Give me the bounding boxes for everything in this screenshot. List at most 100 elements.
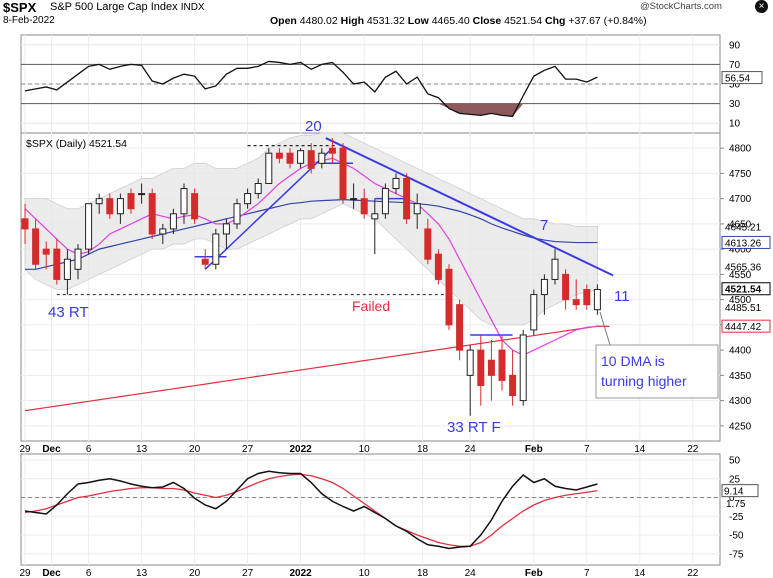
date-tick-label: Feb [525, 444, 543, 455]
macd-tick-label: 50 [729, 456, 741, 467]
macd-tick-label: -75 [729, 549, 744, 560]
label-11: 11 [614, 288, 630, 305]
candle-body [148, 193, 156, 235]
candle-body [53, 248, 61, 280]
candle-body [297, 150, 305, 164]
label-43rt: 43 RT [48, 304, 89, 321]
candle-body [487, 359, 495, 376]
candle-body [477, 349, 485, 386]
ohlc-readout: Open 4480.02 High 4531.32 Low 4465.40 Cl… [270, 15, 647, 27]
candle-body [116, 198, 124, 215]
date-tick-label: 18 [417, 444, 429, 455]
candle-body [424, 228, 432, 260]
macd-tick-label: 25 [729, 474, 741, 485]
rsi-line [24, 60, 598, 118]
candle-body [318, 152, 326, 164]
macd-value-label: 9.14 [724, 487, 744, 498]
price-tick-label: 4600 [729, 245, 752, 256]
date-tick-label: 29 [19, 444, 31, 455]
price-tick-label: 4550 [729, 270, 752, 281]
candlesticks [21, 138, 601, 416]
high-value: 4531.32 [366, 15, 405, 27]
index-name-text: S&P 500 Large Cap Index [50, 1, 178, 13]
candle-body [275, 152, 283, 159]
candle-body [244, 193, 252, 205]
date-tick-label: 10 [359, 568, 371, 578]
label-33rtf: 33 RT F [447, 419, 501, 436]
date-tick-label: 27 [242, 568, 254, 578]
candle-body [138, 193, 146, 196]
date-tick-label: 27 [242, 444, 254, 455]
date-tick-label: 20 [189, 444, 201, 455]
price-tick-label: 4350 [729, 371, 752, 382]
candle-body [328, 147, 336, 154]
candle-body [445, 268, 453, 326]
candle-body [63, 258, 71, 280]
callout-line-1: 10 DMA is [601, 353, 665, 369]
candle-body [233, 203, 241, 225]
candle-body [42, 248, 50, 255]
candle-body [180, 188, 188, 215]
price-value-box [721, 319, 771, 333]
candle-body [127, 193, 135, 210]
candle-body [254, 182, 262, 195]
rsi-tick-label: 50 [729, 80, 741, 91]
callout-box [595, 344, 719, 399]
date-tick-label: 14 [634, 444, 646, 455]
date-tick-label: Feb [525, 568, 543, 578]
chart-header: $SPX S&P 500 Large Cap Index INDX 8-Feb-… [0, 0, 773, 30]
label-failed: Failed [352, 298, 390, 314]
date-tick-label: 29 [19, 568, 31, 578]
price-value-label: 4645.21 [725, 222, 762, 233]
candle-body [593, 289, 601, 311]
macd-signal-value-label: 1.75 [726, 499, 746, 510]
price-value-label: 4565.36 [725, 263, 762, 274]
chg-label: Chg [545, 15, 566, 27]
callout-pointer [599, 311, 611, 346]
candle-body [562, 273, 570, 301]
date-tick-label: 18 [417, 568, 429, 578]
macd-value-box [721, 484, 759, 498]
macd-tick-label: -25 [729, 512, 744, 523]
rsi-indicator: 90 70 50 30 10 56.54 [21, 40, 763, 130]
candle-body [413, 203, 421, 215]
candle-body [32, 228, 40, 265]
price-tick-label: 4300 [729, 396, 752, 407]
candle-body [265, 152, 273, 184]
candle-body [21, 218, 29, 230]
symbol: $SPX [3, 0, 37, 15]
candle-body [530, 294, 538, 331]
rsi-tick-label: 70 [729, 60, 741, 71]
candle-body [85, 203, 93, 250]
date-tick-label: 22 [687, 444, 699, 455]
close-label: Close [472, 15, 502, 27]
ma-200-line [24, 325, 610, 412]
candle-body [286, 152, 294, 164]
close-value: 4521.54 [504, 15, 543, 27]
close-icon[interactable]: × [755, 0, 768, 13]
price-value-box [721, 282, 771, 296]
rsi-tick-label: 90 [729, 40, 741, 51]
candle-body [95, 198, 103, 205]
copyright: @StockCharts.com [640, 1, 722, 12]
date-tick-label: 7 [584, 444, 590, 455]
date-tick-label: 2022 [289, 444, 312, 455]
date-tick-label: 2022 [289, 568, 312, 578]
macd-signal-line [24, 473, 598, 547]
macd-tick-label: -50 [729, 531, 744, 542]
date-tick-label: 13 [136, 444, 148, 455]
candle-body [456, 304, 464, 351]
axes: 4250430043504400445045004550460046504700… [19, 144, 771, 578]
low-label: Low [407, 15, 429, 27]
date-tick-label: 22 [687, 568, 699, 578]
candle-body [519, 334, 527, 402]
downtrend-line [325, 137, 614, 277]
callout-line-2: turning higher [601, 373, 687, 389]
macd-line [24, 470, 598, 550]
date-tick-label: 6 [86, 568, 92, 578]
candle-body [222, 223, 230, 235]
date-tick-label: 7 [584, 568, 590, 578]
price-tick-label: 4800 [729, 144, 752, 155]
chart-date: 8-Feb-2022 [3, 15, 55, 26]
